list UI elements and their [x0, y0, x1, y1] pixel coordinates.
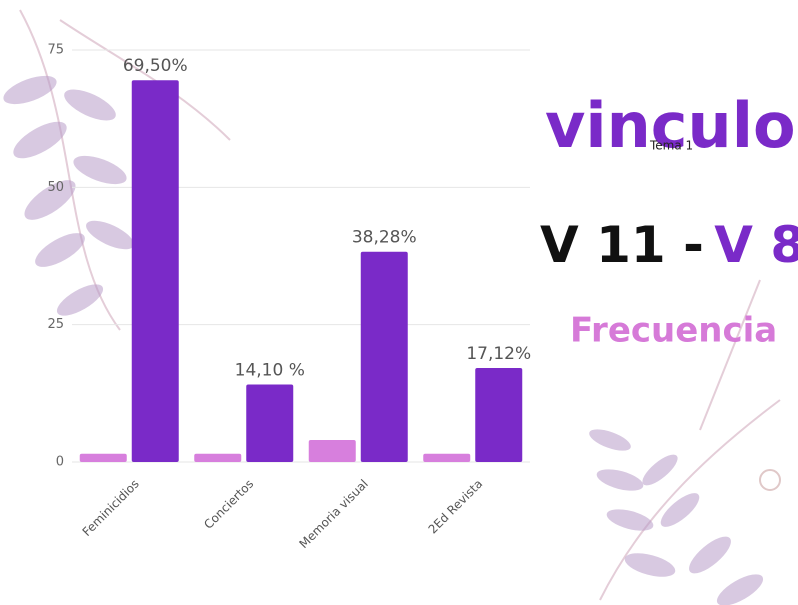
- decoration: [3, 9, 781, 605]
- value-label: 69,50%: [123, 56, 188, 76]
- y-tick-label: 50: [47, 180, 64, 195]
- x-tick-label: Conciertos: [201, 477, 256, 532]
- bar: [475, 367, 523, 462]
- x-tick-label: Memoria visual: [296, 477, 370, 551]
- bar: [79, 453, 127, 462]
- value-label: 14,10 %: [235, 361, 305, 381]
- x-tick-label: Feminicidios: [80, 477, 142, 539]
- plot-area: 0 25 50 75 Feminicidios 69,50% Conciertos 14,10…: [47, 43, 531, 552]
- y-tick-label: 25: [47, 317, 64, 332]
- chart-title: V 11 -V 8: [540, 216, 798, 274]
- bar: [308, 440, 356, 462]
- y-tick-label: 0: [56, 455, 64, 470]
- bar: [246, 384, 294, 462]
- title-part: V 8: [714, 216, 798, 274]
- brand-text: vinculo: [545, 89, 796, 162]
- bar: [423, 453, 471, 462]
- bar: [131, 80, 179, 463]
- value-label: 38,28%: [352, 228, 417, 248]
- legend-label: Tema 1: [649, 139, 693, 153]
- y-tick-label: 75: [47, 43, 64, 58]
- value-label: 17,12%: [466, 344, 531, 364]
- bar: [194, 453, 242, 462]
- subtitle: Frecuencia: [570, 311, 777, 351]
- title-part: V 11 -: [540, 216, 702, 274]
- x-tick-label: 2Ed Revista: [426, 477, 486, 537]
- bar: [360, 251, 408, 462]
